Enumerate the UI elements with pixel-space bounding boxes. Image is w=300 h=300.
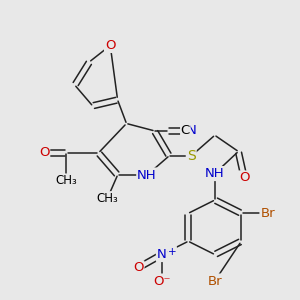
Text: CH₃: CH₃ (96, 192, 118, 205)
Text: Br: Br (260, 207, 275, 220)
Text: S: S (187, 149, 196, 163)
Text: O: O (105, 39, 116, 52)
Text: O: O (133, 261, 143, 274)
Text: NH: NH (137, 169, 157, 182)
Text: O: O (239, 172, 250, 184)
Text: O⁻: O⁻ (153, 274, 170, 287)
Text: C: C (181, 124, 190, 137)
Text: O: O (39, 146, 49, 159)
Text: CH₃: CH₃ (55, 174, 77, 188)
Text: N: N (157, 248, 167, 261)
Text: N: N (186, 124, 196, 137)
Text: Br: Br (208, 274, 222, 287)
Text: NH: NH (205, 167, 225, 180)
Text: +: + (168, 247, 176, 256)
